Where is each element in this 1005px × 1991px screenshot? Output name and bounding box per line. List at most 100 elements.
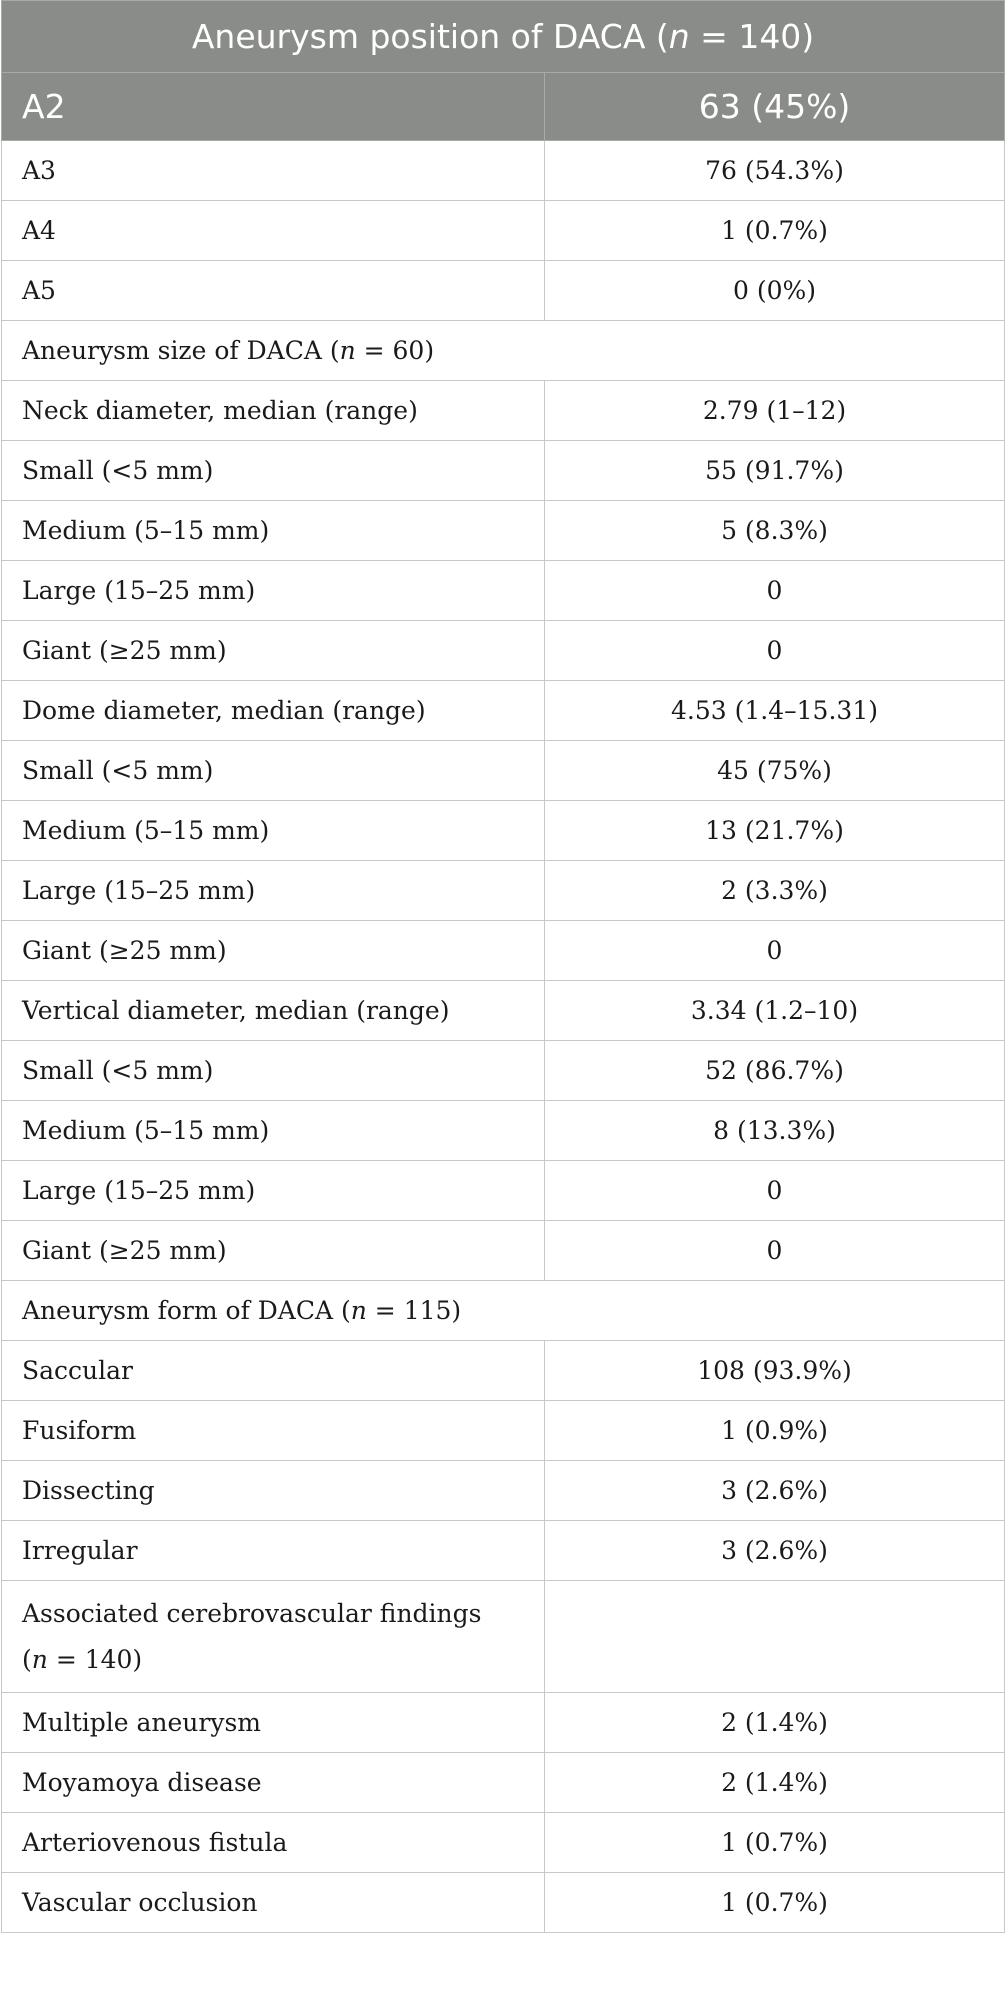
table-row: Neck diameter, median (range) 2.79 (1–12) (1, 380, 1005, 441)
row-label: A5 (1, 260, 545, 321)
row-value: 8 (13.3%) (543, 1100, 1005, 1161)
table-row: Large (15–25 mm) 0 (1, 560, 1005, 621)
section-row: Associated cerebrovascular findings (n =… (1, 1580, 1005, 1693)
section-label: Aneurysm form of DACA (n = 115) (0, 1280, 1005, 1341)
row-value: 1 (0.7%) (543, 1812, 1005, 1873)
row-value: 2 (3.3%) (543, 860, 1005, 921)
row-label: Irregular (1, 1520, 545, 1581)
row-label: Giant (≥25 mm) (1, 620, 545, 681)
row-label: Giant (≥25 mm) (1, 1220, 545, 1281)
table-row: Fusiform 1 (0.9%) (1, 1400, 1005, 1461)
row-value: 1 (0.7%) (543, 200, 1005, 261)
table-row: Small (<5 mm) 52 (86.7%) (1, 1040, 1005, 1101)
row-value: 3 (2.6%) (543, 1520, 1005, 1581)
table-row: Arteriovenous fistula 1 (0.7%) (1, 1812, 1005, 1873)
section-label: Associated cerebrovascular findings (n =… (1, 1580, 545, 1693)
table-row: A4 1 (0.7%) (1, 200, 1005, 261)
row-value: 0 (543, 1220, 1005, 1281)
row-value: 108 (93.9%) (543, 1340, 1005, 1401)
table-title: Aneurysm position of DACA (n = 140) (0, 0, 1005, 73)
row-value: 13 (21.7%) (543, 800, 1005, 861)
row-label: Saccular (1, 1340, 545, 1401)
row-value: 4.53 (1.4–15.31) (543, 680, 1005, 741)
row-label: A3 (1, 140, 545, 201)
row-value: 55 (91.7%) (543, 440, 1005, 501)
table-row: Multiple aneurysm 2 (1.4%) (1, 1692, 1005, 1753)
section-n: n (31, 1644, 48, 1674)
section-prefix: Aneurysm form of DACA ( (22, 1296, 351, 1325)
table-row: Large (15–25 mm) 2 (3.3%) (1, 860, 1005, 921)
row-label: Arteriovenous fistula (1, 1812, 545, 1873)
row-label: Moyamoya disease (1, 1752, 545, 1813)
row-value: 52 (86.7%) (543, 1040, 1005, 1101)
table-row: Dissecting 3 (2.6%) (1, 1460, 1005, 1521)
row-value: 1 (0.7%) (543, 1872, 1005, 1933)
table-row: Giant (≥25 mm) 0 (1, 620, 1005, 681)
table-row: Giant (≥25 mm) 0 (1, 920, 1005, 981)
row-value: 0 (543, 620, 1005, 681)
table-row: Vascular occlusion 1 (0.7%) (1, 1872, 1005, 1933)
row-value: 0 (0%) (543, 260, 1005, 321)
header-value: 63 (45%) (543, 72, 1005, 141)
section-row: Aneurysm form of DACA (n = 115) (0, 1280, 1005, 1341)
table-row: Medium (5–15 mm) 13 (21.7%) (1, 800, 1005, 861)
section-row: Aneurysm size of DACA (n = 60) (0, 320, 1005, 381)
table-row: Large (15–25 mm) 0 (1, 1160, 1005, 1221)
table-row: Saccular 108 (93.9%) (1, 1340, 1005, 1401)
row-label: Dome diameter, median (range) (1, 680, 545, 741)
row-value: 45 (75%) (543, 740, 1005, 801)
row-label: Fusiform (1, 1400, 545, 1461)
section-prefix: Aneurysm size of DACA ( (22, 336, 340, 365)
row-value: 2 (1.4%) (543, 1692, 1005, 1753)
table-row: Medium (5–15 mm) 8 (13.3%) (1, 1100, 1005, 1161)
daca-table: Aneurysm position of DACA (n = 140) A2 6… (0, 0, 1005, 1933)
row-label: Medium (5–15 mm) (1, 800, 545, 861)
row-value: 0 (543, 560, 1005, 621)
row-value: 2.79 (1–12) (543, 380, 1005, 441)
table-header-row: A2 63 (45%) (1, 72, 1005, 141)
row-label: Giant (≥25 mm) (1, 920, 545, 981)
section-n: n (339, 336, 356, 365)
row-value: 1 (0.9%) (543, 1400, 1005, 1461)
row-label: Dissecting (1, 1460, 545, 1521)
section-suffix: = 140) (47, 1644, 143, 1674)
section-suffix: = 115) (366, 1296, 462, 1325)
row-value: 3 (2.6%) (543, 1460, 1005, 1521)
table-row: Giant (≥25 mm) 0 (1, 1220, 1005, 1281)
header-label: A2 (1, 72, 545, 141)
row-value: 5 (8.3%) (543, 500, 1005, 561)
row-value: 0 (543, 920, 1005, 981)
row-label: Small (<5 mm) (1, 440, 545, 501)
row-label: Vertical diameter, median (range) (1, 980, 545, 1041)
row-value: 0 (543, 1160, 1005, 1221)
row-label: Large (15–25 mm) (1, 860, 545, 921)
table-row: A5 0 (0%) (1, 260, 1005, 321)
table-row: Small (<5 mm) 55 (91.7%) (1, 440, 1005, 501)
table-row: Small (<5 mm) 45 (75%) (1, 740, 1005, 801)
table-row: Dome diameter, median (range) 4.53 (1.4–1… (1, 680, 1005, 741)
row-label: Large (15–25 mm) (1, 560, 545, 621)
table-row: Moyamoya disease 2 (1.4%) (1, 1752, 1005, 1813)
row-label: Small (<5 mm) (1, 1040, 545, 1101)
row-value: 76 (54.3%) (543, 140, 1005, 201)
row-value: 3.34 (1.2–10) (543, 980, 1005, 1041)
row-label: Small (<5 mm) (1, 740, 545, 801)
row-label: Medium (5–15 mm) (1, 1100, 545, 1161)
section-label: Aneurysm size of DACA (n = 60) (0, 320, 1005, 381)
row-label: A4 (1, 200, 545, 261)
section-n: n (350, 1296, 367, 1325)
table-row: Irregular 3 (2.6%) (1, 1520, 1005, 1581)
row-label: Large (15–25 mm) (1, 1160, 545, 1221)
table-row: Medium (5–15 mm) 5 (8.3%) (1, 500, 1005, 561)
table-title-row: Aneurysm position of DACA (n = 140) (0, 0, 1005, 73)
table-row: A3 76 (54.3%) (1, 140, 1005, 201)
table-cell-empty (543, 1580, 1005, 1693)
section-suffix: = 60) (355, 336, 435, 365)
row-label: Vascular occlusion (1, 1872, 545, 1933)
row-label: Multiple aneurysm (1, 1692, 545, 1753)
row-label: Neck diameter, median (range) (1, 380, 545, 441)
row-label: Medium (5–15 mm) (1, 500, 545, 561)
table-row: Vertical diameter, median (range) 3.34 (1… (1, 980, 1005, 1041)
row-value: 2 (1.4%) (543, 1752, 1005, 1813)
section-prefix: Associated cerebrovascular findings ( (22, 1598, 482, 1674)
